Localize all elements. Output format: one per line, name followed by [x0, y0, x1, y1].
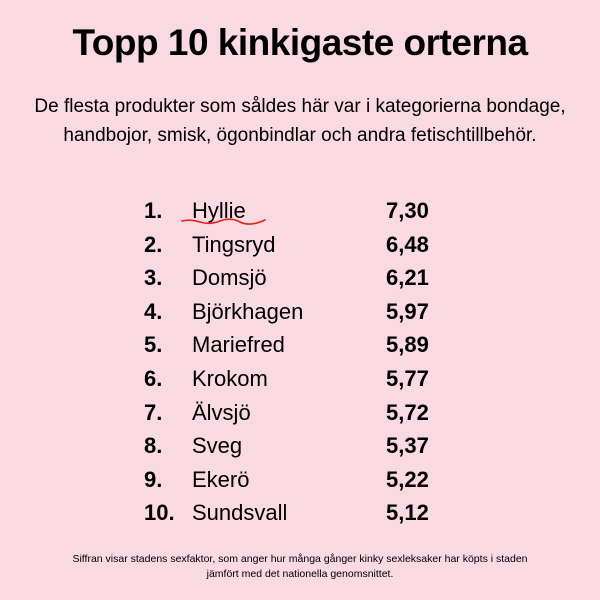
place-name: Krokom — [192, 366, 268, 391]
ranking-row: 8. Sveg 5,37 — [0, 429, 600, 463]
sex-factor-value: 5,22 — [386, 466, 429, 492]
place-name: Hyllie — [192, 198, 246, 223]
sex-factor-value: 7,30 — [386, 198, 429, 223]
sex-factor-value: 5,77 — [386, 366, 429, 391]
ranking-row: 7. Älvsjö 5,72 — [0, 396, 600, 430]
sex-factor-value: 5,89 — [386, 332, 429, 358]
page-title: Topp 10 kinkigaste orterna — [72, 22, 528, 63]
rank-number: 7. — [144, 399, 163, 425]
sex-factor-value: 5,97 — [386, 298, 429, 324]
rank-number: 4. — [144, 298, 163, 324]
rank-number: 2. — [144, 231, 163, 257]
sex-factor-value: 5,72 — [386, 399, 429, 425]
sex-factor-value: 5,37 — [386, 433, 429, 459]
place-name: Mariefred — [192, 332, 285, 358]
rank-number: 6. — [144, 366, 163, 391]
subtitle: De flesta produkter som såldes här var i… — [34, 96, 566, 146]
rank-number: 8. — [144, 433, 163, 459]
ranking-row: 6. Krokom 5,77 — [0, 362, 600, 396]
sex-factor-value: 6,48 — [386, 231, 429, 257]
spellcheck-underline-icon — [181, 218, 266, 225]
place-name: Domsjö — [192, 265, 267, 291]
place-name: Tingsryd — [192, 231, 276, 257]
footnote: Siffran visar stadens sexfaktor, som ang… — [72, 553, 528, 580]
ranking-row: 1. Hyllie 7,30 — [0, 194, 600, 228]
sex-factor-value: 5,12 — [386, 500, 429, 526]
sex-factor-value: 6,21 — [386, 265, 429, 291]
ranking-row: 4. Björkhagen 5,97 — [0, 295, 600, 329]
place-name: Björkhagen — [192, 298, 304, 324]
rank-number: 9. — [144, 466, 163, 492]
rank-number: 1. — [144, 198, 163, 223]
ranking-row: 5. Mariefred 5,89 — [0, 328, 600, 362]
rank-number: 5. — [144, 332, 163, 358]
rank-number: 10. — [144, 500, 175, 526]
ranking-row: 3. Domsjö 6,21 — [0, 261, 600, 295]
ranking-row: 9. Ekerö 5,22 — [0, 463, 600, 497]
ranking-row: 10. Sundsvall 5,12 — [0, 496, 600, 530]
place-name: Sveg — [192, 433, 243, 459]
place-name: Älvsjö — [192, 399, 251, 425]
place-name: Sundsvall — [192, 500, 288, 526]
place-name: Ekerö — [192, 466, 250, 492]
ranking-row: 2. Tingsryd 6,48 — [0, 228, 600, 262]
rank-number: 3. — [144, 265, 163, 291]
